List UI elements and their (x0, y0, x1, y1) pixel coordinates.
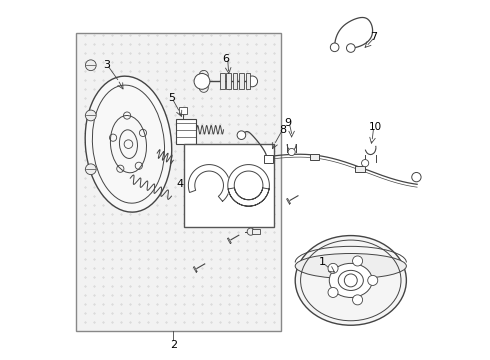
Circle shape (194, 73, 210, 89)
Circle shape (352, 256, 363, 266)
Circle shape (412, 172, 421, 182)
Polygon shape (227, 238, 231, 243)
Ellipse shape (295, 235, 406, 325)
Ellipse shape (295, 253, 406, 279)
Bar (252, 229, 260, 234)
Circle shape (237, 131, 245, 139)
Bar (176, 119, 196, 144)
Circle shape (362, 159, 368, 167)
Text: 10: 10 (368, 122, 382, 132)
Polygon shape (194, 267, 197, 272)
Bar (355, 166, 365, 172)
Circle shape (328, 264, 338, 273)
Circle shape (346, 44, 355, 52)
Text: 4: 4 (177, 179, 184, 189)
Bar (76, 33, 281, 330)
Circle shape (247, 76, 258, 87)
Text: 7: 7 (370, 32, 378, 41)
Circle shape (344, 274, 357, 287)
Circle shape (288, 148, 295, 156)
Text: 3: 3 (103, 60, 110, 70)
Ellipse shape (85, 76, 172, 212)
Bar (179, 107, 187, 114)
Text: 6: 6 (222, 54, 229, 64)
Bar (233, 73, 238, 89)
Bar (226, 73, 231, 89)
Ellipse shape (338, 270, 364, 291)
Circle shape (352, 295, 363, 305)
Text: 2: 2 (170, 340, 177, 350)
Text: 5: 5 (168, 93, 175, 103)
Bar (264, 155, 273, 163)
Circle shape (85, 164, 96, 175)
Polygon shape (188, 165, 230, 201)
Circle shape (85, 110, 96, 121)
Bar (245, 73, 250, 89)
Polygon shape (287, 198, 291, 204)
Bar (220, 73, 224, 89)
Bar (310, 154, 319, 160)
Circle shape (368, 275, 378, 285)
Circle shape (85, 60, 96, 71)
Bar (184, 144, 274, 226)
Polygon shape (228, 165, 270, 206)
Bar (239, 73, 244, 89)
Circle shape (247, 228, 254, 235)
Circle shape (330, 43, 339, 51)
Text: 9: 9 (284, 118, 291, 128)
Ellipse shape (329, 264, 372, 297)
Text: 1: 1 (318, 257, 325, 267)
Circle shape (328, 287, 338, 297)
Text: 8: 8 (279, 125, 286, 135)
